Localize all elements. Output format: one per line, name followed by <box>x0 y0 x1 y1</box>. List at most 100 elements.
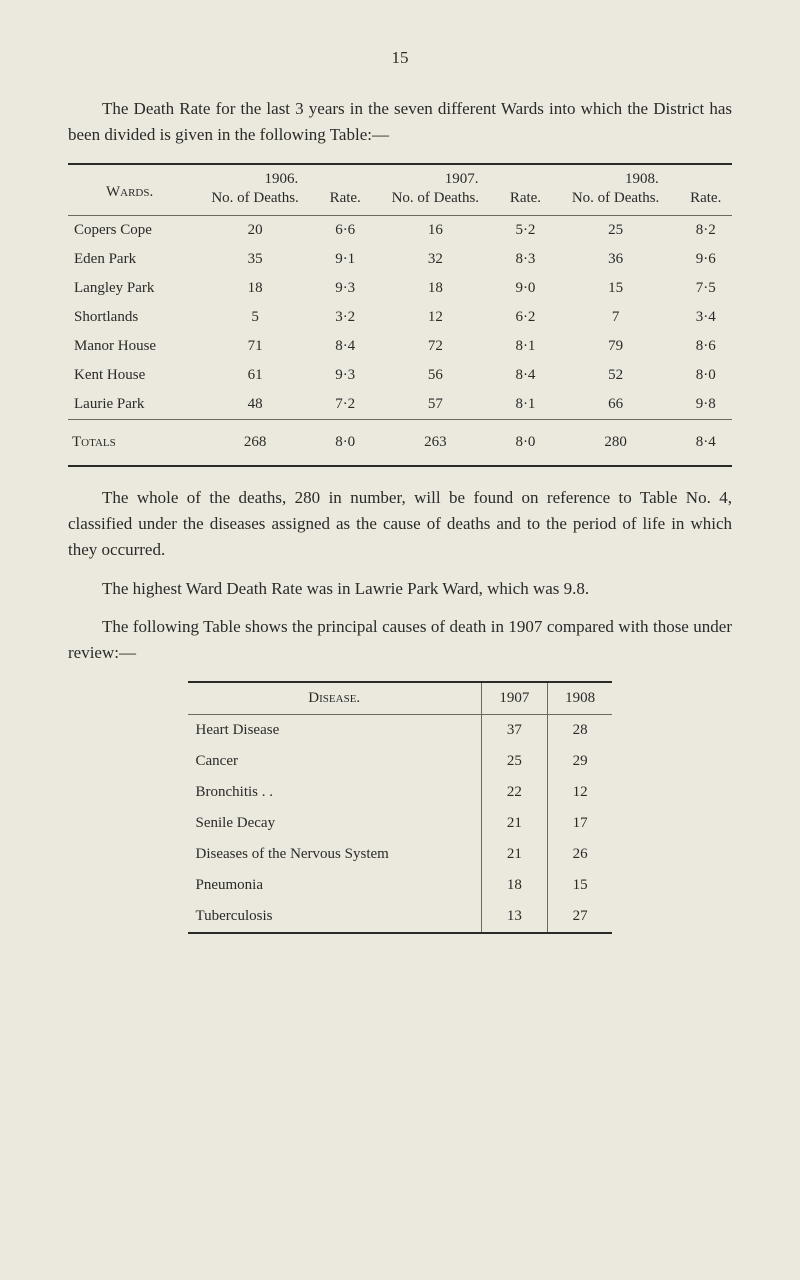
cell: 7·2 <box>319 390 372 420</box>
cell: 22 <box>481 777 547 808</box>
cell: 8·2 <box>679 215 732 245</box>
ward-name: Shortlands <box>68 303 191 332</box>
table-row: Heart Disease 37 28 <box>188 714 613 746</box>
cell: 48 <box>191 390 319 420</box>
subhead-deaths: No. of Deaths. <box>371 188 499 216</box>
cell: 8·4 <box>499 361 552 390</box>
cell: 25 <box>552 215 680 245</box>
disease-table: Disease. 1907 1908 Heart Disease 37 28 C… <box>188 681 613 934</box>
cell: 57 <box>371 390 499 420</box>
cell: 18 <box>191 274 319 303</box>
cell: 6·2 <box>499 303 552 332</box>
table-row: Laurie Park 48 7·2 57 8·1 66 9·8 <box>68 390 732 420</box>
cell: 21 <box>481 839 547 870</box>
disease-name: Bronchitis . . <box>188 777 482 808</box>
table-row: Senile Decay 21 17 <box>188 808 613 839</box>
totals-row: Totals 268 8·0 263 8·0 280 8·4 <box>68 419 732 466</box>
paragraph-3: The highest Ward Death Rate was in Lawri… <box>68 576 732 602</box>
cell: 15 <box>552 274 680 303</box>
cell: 79 <box>552 332 680 361</box>
disease-head-row: Disease. 1907 1908 <box>188 682 613 715</box>
cell: 15 <box>547 870 612 901</box>
ward-name: Kent House <box>68 361 191 390</box>
table-row: Shortlands 5 3·2 12 6·2 7 3·4 <box>68 303 732 332</box>
ward-name: Manor House <box>68 332 191 361</box>
year-1907: 1907. <box>371 164 551 188</box>
cell: 18 <box>481 870 547 901</box>
table-row: Cancer 25 29 <box>188 746 613 777</box>
cell: 7·5 <box>679 274 732 303</box>
table-row: Bronchitis . . 22 12 <box>188 777 613 808</box>
cell: 268 <box>191 419 319 466</box>
cell: 8·0 <box>319 419 372 466</box>
subhead-deaths: No. of Deaths. <box>552 188 680 216</box>
cell: 20 <box>191 215 319 245</box>
ward-name: Laurie Park <box>68 390 191 420</box>
cell: 66 <box>552 390 680 420</box>
cell: 8·4 <box>319 332 372 361</box>
cell: 61 <box>191 361 319 390</box>
table-row: Eden Park 35 9·1 32 8·3 36 9·6 <box>68 245 732 274</box>
cell: 8·3 <box>499 245 552 274</box>
cell: 3·4 <box>679 303 732 332</box>
cell: 28 <box>547 714 612 746</box>
ward-name: Copers Cope <box>68 215 191 245</box>
paragraph-2: The whole of the deaths, 280 in number, … <box>68 485 732 564</box>
subhead-rate: Rate. <box>319 188 372 216</box>
cell: 8·0 <box>499 419 552 466</box>
wards-header: Wards. <box>68 164 191 216</box>
year-1906: 1906. <box>191 164 371 188</box>
cell: 9·3 <box>319 361 372 390</box>
cell: 263 <box>371 419 499 466</box>
cell: 7 <box>552 303 680 332</box>
cell: 8·4 <box>679 419 732 466</box>
cell: 3·2 <box>319 303 372 332</box>
disease-header: Disease. <box>188 682 482 715</box>
subhead-rate: Rate. <box>499 188 552 216</box>
cell: 5 <box>191 303 319 332</box>
cell: 280 <box>552 419 680 466</box>
cell: 8·6 <box>679 332 732 361</box>
table-row: Pneumonia 18 15 <box>188 870 613 901</box>
table-year-row: Wards. 1906. 1907. 1908. <box>68 164 732 188</box>
disease-name: Senile Decay <box>188 808 482 839</box>
cell: 5·2 <box>499 215 552 245</box>
disease-name: Cancer <box>188 746 482 777</box>
cell: 26 <box>547 839 612 870</box>
death-rate-table: Wards. 1906. 1907. 1908. No. of Deaths. … <box>68 163 732 467</box>
cell: 9·6 <box>679 245 732 274</box>
table-row: Manor House 71 8·4 72 8·1 79 8·6 <box>68 332 732 361</box>
cell: 56 <box>371 361 499 390</box>
table-row: Langley Park 18 9·3 18 9·0 15 7·5 <box>68 274 732 303</box>
cell: 25 <box>481 746 547 777</box>
ward-name: Eden Park <box>68 245 191 274</box>
subhead-deaths: No. of Deaths. <box>191 188 319 216</box>
cell: 8·1 <box>499 390 552 420</box>
disease-name: Tuberculosis <box>188 901 482 933</box>
cell: 16 <box>371 215 499 245</box>
cell: 29 <box>547 746 612 777</box>
cell: 9·8 <box>679 390 732 420</box>
table-row: Diseases of the Nervous System 21 26 <box>188 839 613 870</box>
disease-name: Heart Disease <box>188 714 482 746</box>
table-row: Tuberculosis 13 27 <box>188 901 613 933</box>
ward-name: Langley Park <box>68 274 191 303</box>
year-1908: 1908. <box>552 164 732 188</box>
cell: 71 <box>191 332 319 361</box>
cell: 27 <box>547 901 612 933</box>
cell: 37 <box>481 714 547 746</box>
cell: 12 <box>371 303 499 332</box>
year-1908-header: 1908 <box>547 682 612 715</box>
paragraph-4: The following Table shows the principal … <box>68 614 732 667</box>
cell: 13 <box>481 901 547 933</box>
cell: 18 <box>371 274 499 303</box>
cell: 8·0 <box>679 361 732 390</box>
cell: 9·1 <box>319 245 372 274</box>
cell: 17 <box>547 808 612 839</box>
cell: 36 <box>552 245 680 274</box>
disease-name: Diseases of the Nervous System <box>188 839 482 870</box>
cell: 6·6 <box>319 215 372 245</box>
page-container: 15 The Death Rate for the last 3 years i… <box>0 0 800 974</box>
cell: 9·3 <box>319 274 372 303</box>
cell: 12 <box>547 777 612 808</box>
